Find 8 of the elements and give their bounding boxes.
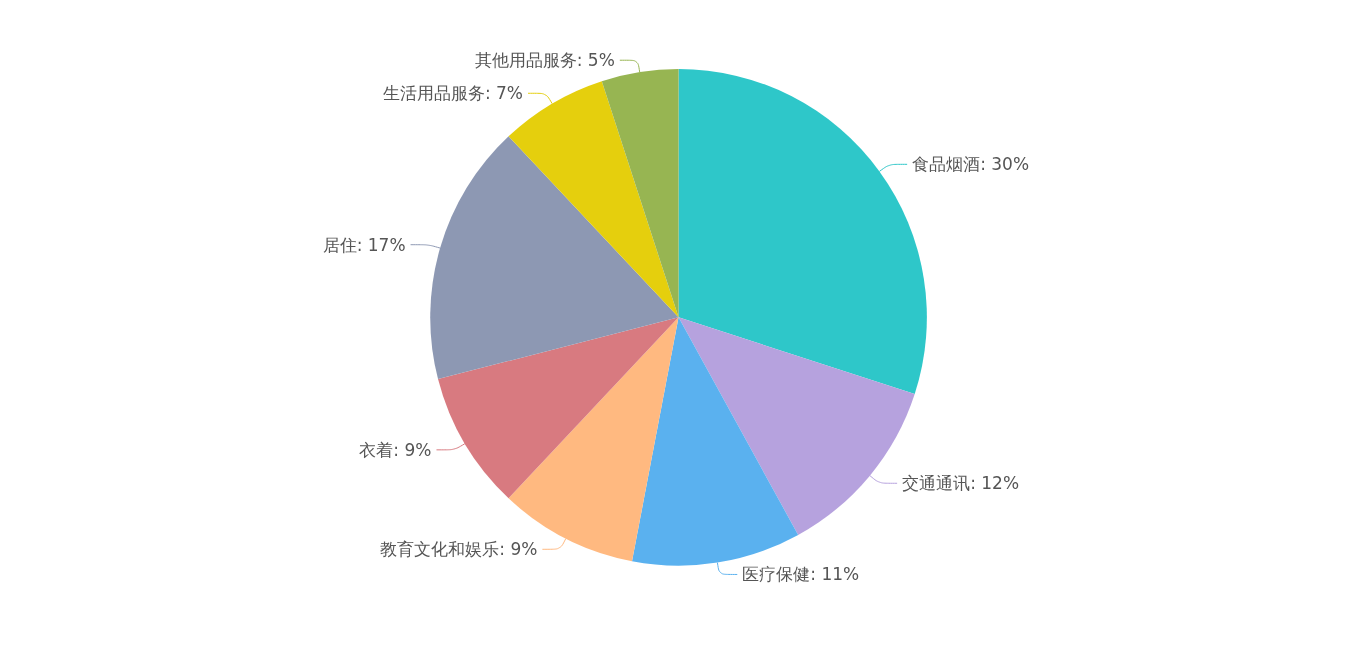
slice-label: 居住: 17% <box>322 234 406 255</box>
slice-label: 其他用品服务: 5% <box>474 50 615 71</box>
slice-label: 教育文化和娱乐: 9% <box>380 539 538 560</box>
slice-label: 医疗保健: 11% <box>742 564 860 585</box>
slice-label: 生活用品服务: 7% <box>382 83 524 104</box>
slice-label: 交通通讯: 12% <box>902 473 1020 494</box>
slice-label: 食品烟酒: 30% <box>912 154 1030 175</box>
slice-label: 衣着: 9% <box>359 439 432 460</box>
